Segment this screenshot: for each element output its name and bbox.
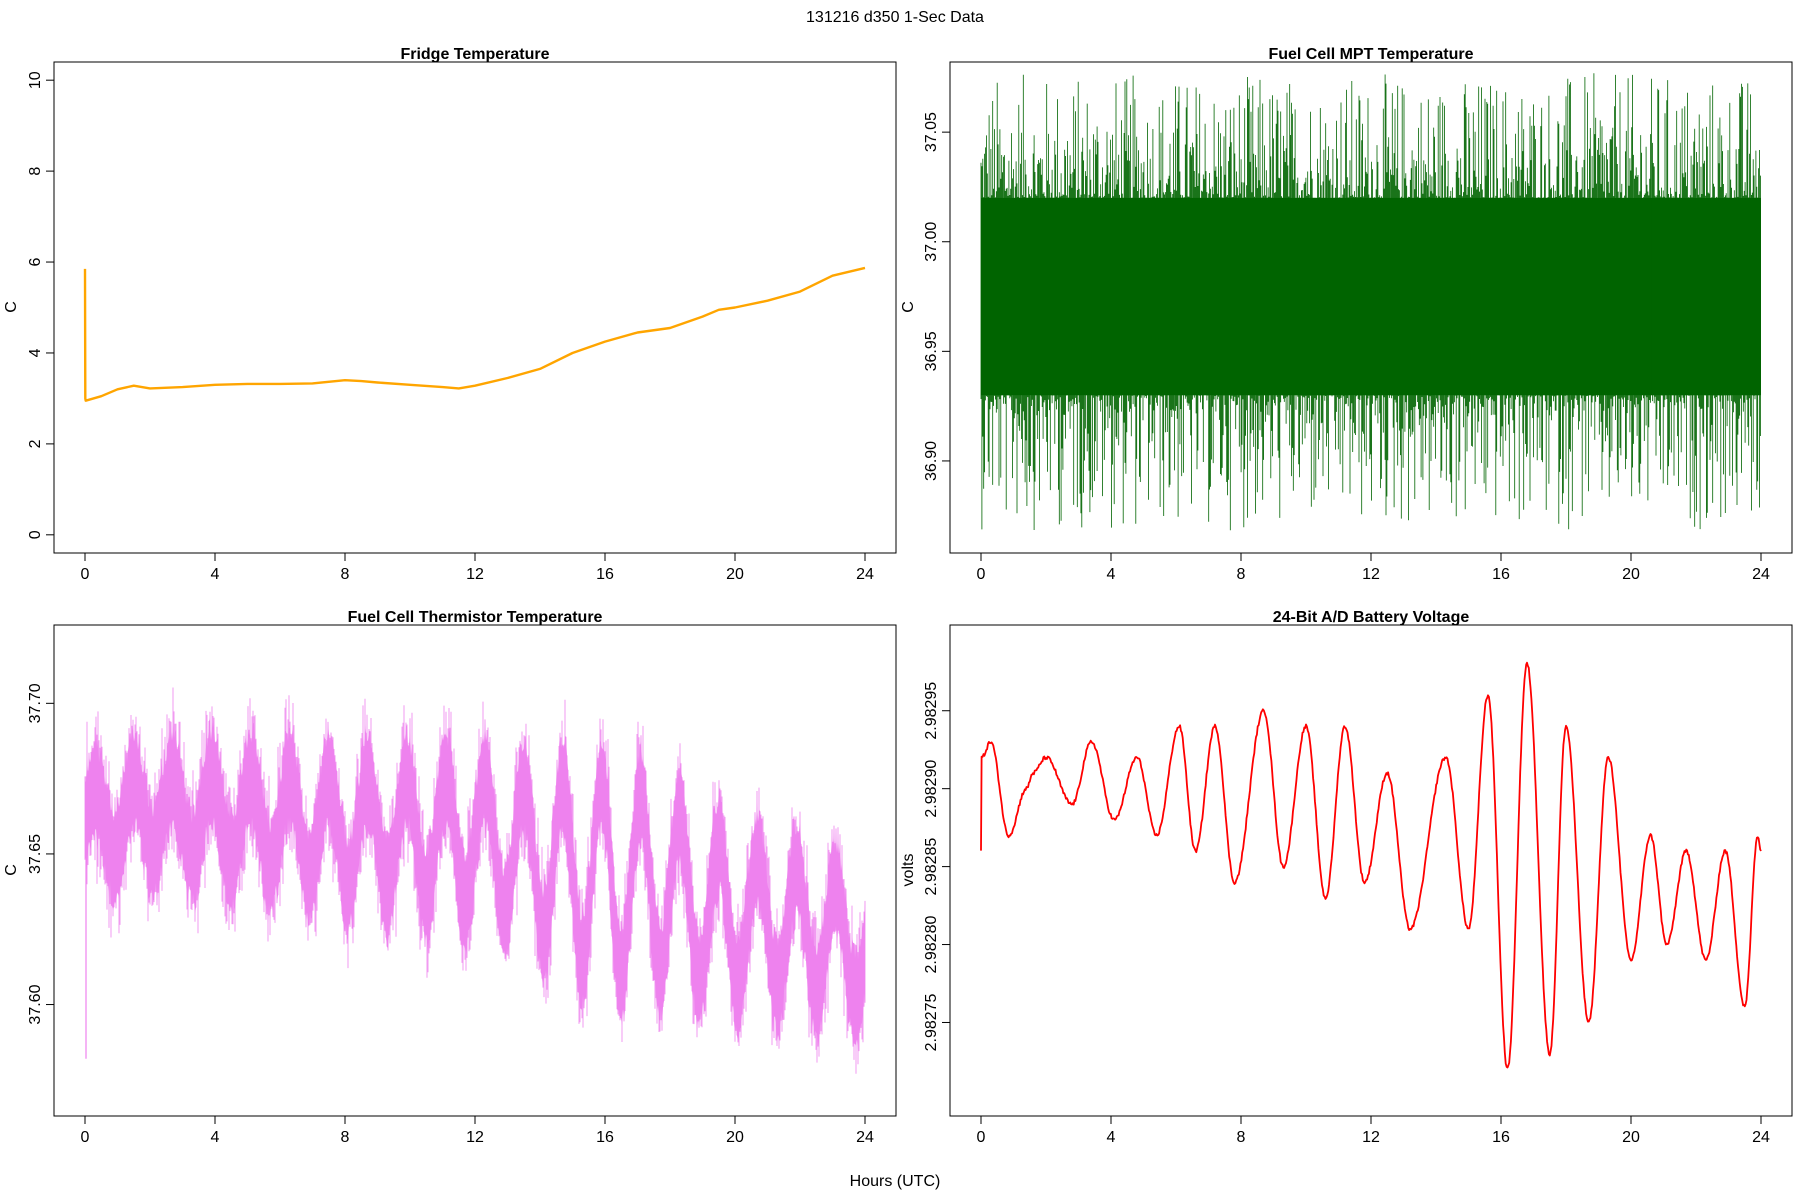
x-tick-label: 20 bbox=[726, 566, 744, 583]
panel-title: Fridge Temperature bbox=[400, 46, 549, 63]
y-tick-label: 36.95 bbox=[923, 331, 940, 371]
y-tick-label: 2.98285 bbox=[923, 838, 940, 896]
x-tick-label: 12 bbox=[466, 1129, 484, 1146]
x-tick-label: 16 bbox=[596, 1129, 614, 1146]
y-tick-label: 37.65 bbox=[27, 834, 44, 874]
x-tick-label: 4 bbox=[1107, 566, 1116, 583]
x-tick-label: 4 bbox=[1107, 1129, 1116, 1146]
series-noise bbox=[84, 687, 866, 1074]
plot-area bbox=[980, 661, 1762, 1069]
plot-area bbox=[84, 687, 866, 1074]
plot-frame bbox=[949, 624, 1793, 1117]
x-tick-label: 20 bbox=[1622, 1129, 1640, 1146]
series-line bbox=[83, 266, 866, 402]
y-tick-label: 0 bbox=[27, 530, 44, 539]
x-tick-label: 0 bbox=[977, 566, 986, 583]
x-tick-label: 16 bbox=[596, 566, 614, 583]
figure-title: 131216 d350 1-Sec Data bbox=[806, 9, 984, 26]
y-tick-label: 10 bbox=[27, 71, 44, 89]
x-tick-label: 24 bbox=[856, 566, 874, 583]
x-tick-label: 0 bbox=[81, 1129, 90, 1146]
x-tick-label: 4 bbox=[211, 566, 220, 583]
panel-battery-voltage: 24-Bit A/D Battery Voltage volts 0 4 8 12 16… bbox=[900, 609, 1793, 1146]
y-tick-label: 2.98275 bbox=[923, 993, 940, 1051]
y-tick-label: 4 bbox=[27, 348, 44, 357]
x-tick-label: 24 bbox=[856, 1129, 874, 1146]
panel-title: Fuel Cell Thermistor Temperature bbox=[348, 609, 603, 626]
x-tick-label: 0 bbox=[81, 566, 90, 583]
x-tick-label: 24 bbox=[1752, 566, 1770, 583]
plot-area bbox=[980, 73, 1761, 531]
x-tick-label: 8 bbox=[1237, 1129, 1246, 1146]
x-tick-label: 20 bbox=[1622, 566, 1640, 583]
x-tick-label: 8 bbox=[341, 566, 350, 583]
y-tick-label: 36.90 bbox=[923, 441, 940, 481]
y-tick-label: 2.98295 bbox=[923, 682, 940, 740]
x-tick-label: 12 bbox=[1362, 1129, 1380, 1146]
x-tick-label: 16 bbox=[1492, 1129, 1510, 1146]
panel-fuel-cell-mpt-temperature: Fuel Cell MPT Temperature C 0 4 8 12 16 20 24 3… bbox=[900, 46, 1793, 583]
y-tick-label: 37.00 bbox=[923, 222, 940, 262]
x-tick-label: 24 bbox=[1752, 1129, 1770, 1146]
x-tick-label: 0 bbox=[977, 1129, 986, 1146]
y-tick-label: 8 bbox=[27, 167, 44, 176]
y-axis-label: C bbox=[3, 301, 20, 313]
plot-frame bbox=[53, 61, 897, 554]
panel-fuel-cell-thermistor-temperature: Fuel Cell Thermistor Temperature C 0 4 8 12… bbox=[3, 609, 897, 1146]
y-axis-label: C bbox=[3, 864, 20, 876]
panel-title: 24-Bit A/D Battery Voltage bbox=[1273, 609, 1470, 626]
x-tick-label: 8 bbox=[341, 1129, 350, 1146]
plot-area bbox=[83, 266, 866, 402]
y-tick-label: 37.05 bbox=[923, 112, 940, 152]
x-tick-label: 4 bbox=[211, 1129, 220, 1146]
y-tick-label: 2.98290 bbox=[923, 760, 940, 818]
x-tick-label: 12 bbox=[1362, 566, 1380, 583]
y-tick-label: 37.70 bbox=[27, 683, 44, 723]
x-tick-label: 16 bbox=[1492, 566, 1510, 583]
y-tick-label: 2.98280 bbox=[923, 916, 940, 974]
series-line bbox=[980, 661, 1762, 1069]
y-axis-label: volts bbox=[900, 854, 917, 887]
y-tick-label: 6 bbox=[27, 257, 44, 266]
x-tick-label: 12 bbox=[466, 566, 484, 583]
shared-xlabel: Hours (UTC) bbox=[850, 1173, 941, 1190]
y-tick-label: 2 bbox=[27, 439, 44, 448]
x-tick-label: 8 bbox=[1237, 566, 1246, 583]
y-axis-label: C bbox=[900, 301, 917, 313]
series-noise bbox=[980, 73, 1761, 531]
x-tick-label: 20 bbox=[726, 1129, 744, 1146]
panel-title: Fuel Cell MPT Temperature bbox=[1268, 46, 1473, 63]
y-tick-label: 37.60 bbox=[27, 984, 44, 1024]
